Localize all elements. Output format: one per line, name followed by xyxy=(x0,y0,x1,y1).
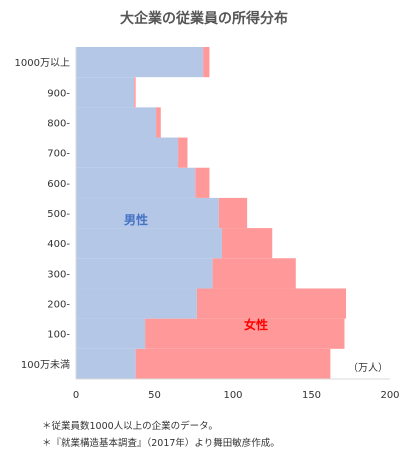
bar-female-3 xyxy=(212,258,296,289)
y-tick-label: 100- xyxy=(47,330,70,341)
y-tick-label: 400- xyxy=(47,239,70,250)
y-tick-label: 800- xyxy=(47,118,70,129)
x-tick-label: 200 xyxy=(380,390,399,401)
y-axis-labels: 100万未満 100- 200- 300- 400- 500- 600- 700- 800- 90… xyxy=(15,57,71,371)
bar-male-1 xyxy=(76,318,146,349)
bar-female-9 xyxy=(134,77,136,108)
chart-title: 大企業の従業員の所得分布 xyxy=(120,11,288,27)
bar-female-5 xyxy=(218,197,248,229)
bar-female-0 xyxy=(135,348,331,379)
bar-male-8 xyxy=(76,107,157,138)
bar-male-6 xyxy=(76,167,196,198)
y-tick-label: 900- xyxy=(47,88,70,99)
y-tick-label: 600- xyxy=(47,179,70,190)
bar-male-4 xyxy=(76,228,223,259)
y-tick-label: 700- xyxy=(47,149,70,160)
y-tick-label: 200- xyxy=(47,300,70,311)
y-tick-label: 100万未満 xyxy=(21,359,70,371)
bar-female-4 xyxy=(222,228,273,259)
x-tick-label: 0 xyxy=(73,390,79,401)
bar-female-8 xyxy=(156,107,161,138)
bar-male-10 xyxy=(76,47,204,78)
bar-male-2 xyxy=(76,288,197,319)
y-tick-label: 300- xyxy=(47,269,70,280)
bar-female-6 xyxy=(195,167,210,198)
bar-male-7 xyxy=(76,137,179,168)
x-tick-label: 50 xyxy=(148,390,161,401)
bar-female-1 xyxy=(145,318,345,349)
bar-male-3 xyxy=(76,258,213,289)
bar-female-7 xyxy=(178,137,188,168)
bar-female-10 xyxy=(203,47,210,78)
x-axis-labels: 0 50 100 150 200 xyxy=(73,390,400,401)
bar-male-0 xyxy=(76,348,136,379)
bar-female-2 xyxy=(196,288,347,319)
bar-male-5 xyxy=(76,197,219,229)
unit-label: （万人） xyxy=(348,362,388,374)
y-tick-label: 1000万以上 xyxy=(15,57,70,69)
series-label-male: 男性 xyxy=(124,212,148,227)
footnote-1: ＊従業員数1000人以上の企業のデータ。 xyxy=(42,421,218,432)
x-tick-label: 150 xyxy=(302,390,321,401)
series-label-female: 女性 xyxy=(244,317,268,332)
y-tick-label: 500- xyxy=(47,209,70,220)
x-tick-label: 100 xyxy=(223,390,242,401)
footnote-2: ＊『就業構造基本調査』（2017年）より舞田敏彦作成。 xyxy=(42,438,280,449)
bars-layer xyxy=(76,47,347,379)
bar-male-9 xyxy=(76,77,135,108)
